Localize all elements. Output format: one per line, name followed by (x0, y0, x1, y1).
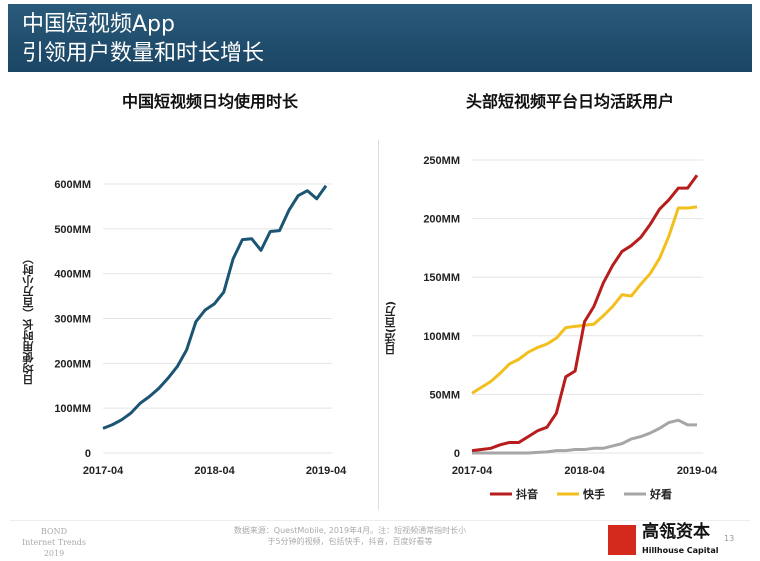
legend-label: 抖音 (516, 487, 538, 501)
bond-year: 2019 (43, 549, 65, 558)
y-tick-label: 100MM (54, 403, 91, 415)
bond-title: BOND (41, 527, 67, 536)
right-chart: 0 50MM 100MM 150MM 200MM 250MM 2017-04 2018-04 2… (423, 155, 718, 501)
x-tick-label: 2017-04 (452, 465, 493, 477)
logo-chinese: 高瓴资本 (642, 522, 710, 542)
slide-title-line2: 引领用户数量和时长增长 (22, 41, 265, 66)
x-tick-label: 2019-04 (306, 465, 347, 477)
y-tick-label: 200MM (423, 214, 460, 226)
legend-label: 好看 (649, 487, 672, 501)
y-tick-label: 300MM (54, 314, 91, 326)
bond-label: BOND Internet Trends 2019 (22, 526, 86, 559)
series-line-快手 (471, 205, 698, 395)
y-tick-label: 0 (85, 448, 91, 460)
logo-english: Hillhouse Capital (642, 546, 719, 555)
legend-label: 快手 (582, 487, 605, 501)
y-tick-label: 50MM (429, 389, 460, 401)
hillhouse-logo-mark (608, 525, 636, 555)
y-tick-label: 500MM (54, 224, 91, 236)
slide-header: 中国短视频App 引领用户数量和时长增长 (8, 4, 752, 72)
page-number: 13 (724, 534, 735, 543)
left-chart-title: 中国短视频日均使用时长 (121, 92, 298, 111)
bond-subtitle: Internet Trends (22, 538, 87, 547)
source-note: 数据来源：QuestMobile, 2019年4月。注：短视频通常指时长小于5分… (233, 526, 467, 546)
y-tick-label: 400MM (54, 269, 91, 281)
y-tick-label: 600MM (54, 179, 91, 191)
right-chart-title: 头部短视频平台日均活跃用户 (465, 92, 674, 111)
x-tick-label: 2018-04 (194, 465, 235, 477)
footer-rule (10, 520, 750, 521)
x-tick-label: 2019-04 (677, 465, 718, 477)
series-line-好看 (472, 418, 697, 455)
y-tick-label: 150MM (423, 272, 460, 284)
y-tick-label: 200MM (54, 358, 91, 370)
y-tick-label: 100MM (423, 331, 460, 343)
series-line-抖音 (471, 174, 699, 453)
y-tick-label: 0 (454, 448, 460, 460)
x-tick-label: 2018-04 (564, 465, 605, 477)
slide-title-line1: 中国短视频App (22, 12, 175, 37)
chart-divider (378, 140, 379, 510)
series-line (102, 184, 328, 430)
y-tick-label: 250MM (423, 155, 460, 167)
x-tick-label: 2017-04 (83, 465, 124, 477)
left-chart: 0 100MM 200MM 300MM 400MM 500MM 600MM 2017-04 20… (54, 179, 347, 477)
